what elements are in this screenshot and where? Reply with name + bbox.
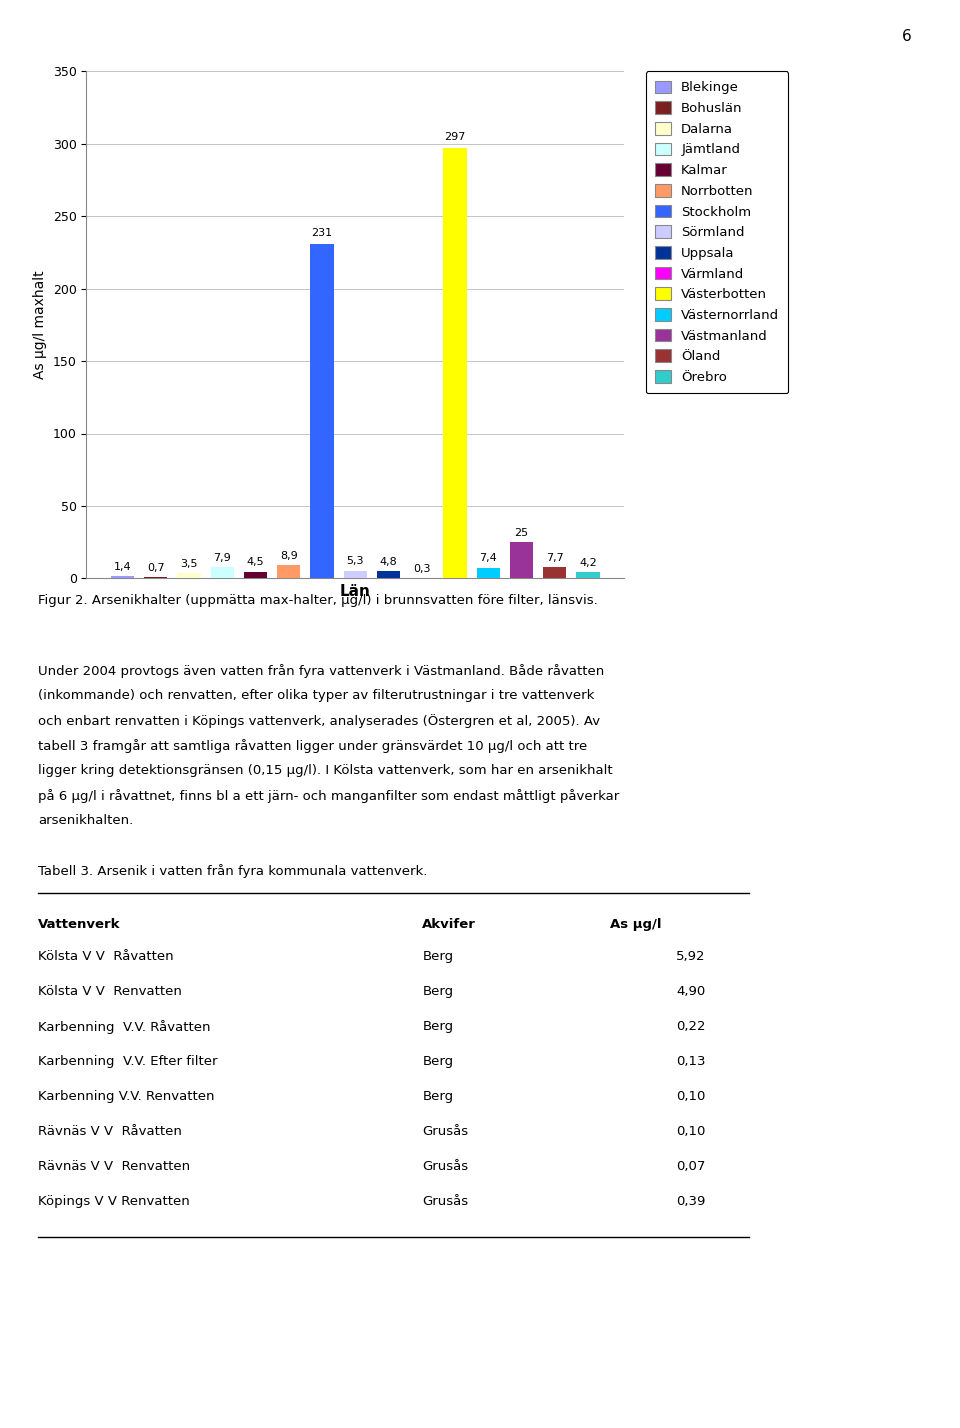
Text: Köpings V V Renvatten: Köpings V V Renvatten (38, 1194, 190, 1208)
Text: Rävnäs V V  Råvatten: Rävnäs V V Råvatten (38, 1125, 182, 1138)
Text: 25: 25 (515, 528, 529, 538)
Text: 0,3: 0,3 (413, 564, 430, 574)
Text: 7,4: 7,4 (479, 553, 497, 563)
Text: (inkommande) och renvatten, efter olika typer av filterutrustningar i tre vatten: (inkommande) och renvatten, efter olika … (38, 688, 595, 703)
Text: 4,8: 4,8 (379, 557, 397, 567)
Text: 0,22: 0,22 (676, 1020, 706, 1032)
Text: Grusås: Grusås (422, 1160, 468, 1172)
Bar (244, 571, 267, 578)
Y-axis label: As μg/l maxhalt: As μg/l maxhalt (34, 270, 47, 380)
Text: Karbenning  V.V. Efter filter: Karbenning V.V. Efter filter (38, 1054, 218, 1068)
Text: Under 2004 provtogs även vatten från fyra vattenverk i Västmanland. Både råvatte: Under 2004 provtogs även vatten från fyr… (38, 664, 605, 678)
Text: tabell 3 framgår att samtliga råvatten ligger under gränsvärdet 10 μg/l och att : tabell 3 framgår att samtliga råvatten l… (38, 738, 588, 753)
Bar (576, 573, 600, 578)
Text: 0,10: 0,10 (676, 1090, 706, 1102)
Text: 7,7: 7,7 (546, 553, 564, 563)
Text: ligger kring detektionsgränsen (0,15 μg/l). I Kölsta vattenverk, som har en arse: ligger kring detektionsgränsen (0,15 μg/… (38, 764, 613, 777)
Text: Vattenverk: Vattenverk (38, 918, 121, 931)
Text: As μg/l: As μg/l (610, 918, 661, 931)
Bar (110, 577, 134, 578)
Bar (377, 571, 400, 578)
Text: Kölsta V V  Råvatten: Kölsta V V Råvatten (38, 950, 174, 962)
X-axis label: Län: Län (340, 584, 371, 598)
Text: Rävnäs V V  Renvatten: Rävnäs V V Renvatten (38, 1160, 190, 1172)
Text: Akvifer: Akvifer (422, 918, 476, 931)
Text: 231: 231 (311, 228, 332, 238)
Text: 6: 6 (902, 29, 912, 44)
Text: Berg: Berg (422, 950, 453, 962)
Text: 1,4: 1,4 (113, 563, 132, 573)
Bar (277, 565, 300, 578)
Text: 3,5: 3,5 (180, 558, 198, 568)
Text: 4,90: 4,90 (677, 985, 706, 998)
Text: Berg: Berg (422, 1020, 453, 1032)
Bar (210, 567, 234, 578)
Text: och enbart renvatten i Köpings vattenverk, analyserades (Östergren et al, 2005).: och enbart renvatten i Köpings vattenver… (38, 714, 601, 728)
Text: 4,2: 4,2 (579, 558, 597, 568)
Text: 0,07: 0,07 (676, 1160, 706, 1172)
Text: Berg: Berg (422, 985, 453, 998)
Text: 0,13: 0,13 (676, 1054, 706, 1068)
Bar (310, 244, 333, 578)
Text: 5,3: 5,3 (347, 557, 364, 567)
Text: Berg: Berg (422, 1054, 453, 1068)
Text: 297: 297 (444, 133, 466, 143)
Text: 5,92: 5,92 (676, 950, 706, 962)
Text: 8,9: 8,9 (279, 551, 298, 561)
Text: arsenikhalten.: arsenikhalten. (38, 814, 133, 827)
Text: Kölsta V V  Renvatten: Kölsta V V Renvatten (38, 985, 182, 998)
Text: 0,39: 0,39 (676, 1194, 706, 1208)
Text: Tabell 3. Arsenik i vatten från fyra kommunala vattenverk.: Tabell 3. Arsenik i vatten från fyra kom… (38, 864, 428, 878)
Text: 4,5: 4,5 (247, 557, 264, 567)
Text: på 6 μg/l i råvattnet, finns bl a ett järn- och manganfilter som endast måttligt: på 6 μg/l i råvattnet, finns bl a ett jä… (38, 788, 619, 803)
Bar (344, 571, 367, 578)
Text: 7,9: 7,9 (213, 553, 231, 563)
Text: 0,7: 0,7 (147, 563, 164, 573)
Bar (543, 567, 566, 578)
Bar (444, 149, 467, 578)
Text: Berg: Berg (422, 1090, 453, 1102)
Text: Karbenning  V.V. Råvatten: Karbenning V.V. Råvatten (38, 1020, 211, 1034)
Text: Grusås: Grusås (422, 1194, 468, 1208)
Legend: Blekinge, Bohuslän, Dalarna, Jämtland, Kalmar, Norrbotten, Stockholm, Sörmland,: Blekinge, Bohuslän, Dalarna, Jämtland, … (645, 71, 788, 393)
Bar (510, 543, 533, 578)
Text: Karbenning V.V. Renvatten: Karbenning V.V. Renvatten (38, 1090, 215, 1102)
Bar (178, 573, 201, 578)
Text: Figur 2. Arsenikhalter (uppmätta max-halter, μg/l) i brunnsvatten före filter, l: Figur 2. Arsenikhalter (uppmätta max-hal… (38, 594, 598, 607)
Text: 0,10: 0,10 (676, 1125, 706, 1138)
Bar (476, 567, 500, 578)
Text: Grusås: Grusås (422, 1125, 468, 1138)
